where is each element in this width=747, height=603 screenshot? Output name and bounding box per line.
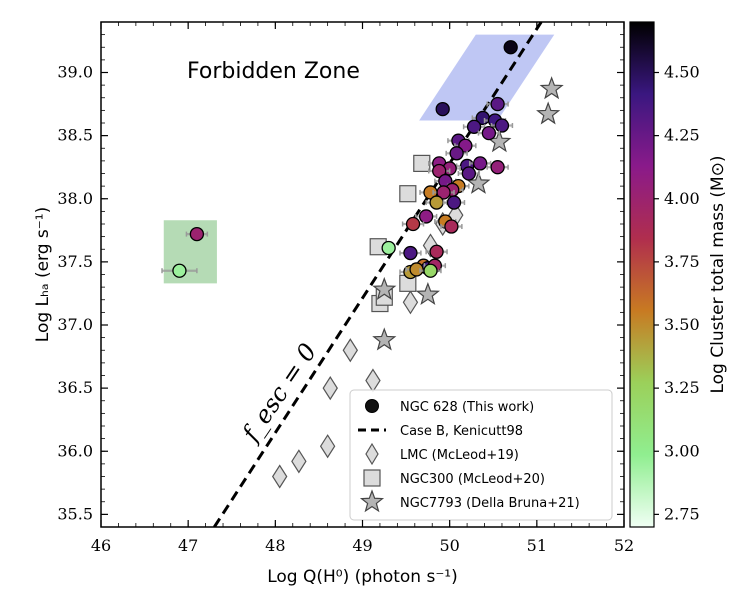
ngc628-point <box>418 209 434 224</box>
colorbar-tick-label: 4.00 <box>664 189 700 208</box>
ngc300-point <box>413 154 431 172</box>
x-tick-label: 50 <box>439 536 459 555</box>
ngc7793-point <box>372 276 397 300</box>
legend-marker-star <box>359 489 385 513</box>
ngc628-point <box>429 195 444 210</box>
legend-label: NGC 628 (This work) <box>400 400 534 415</box>
ngc628-point <box>423 263 438 278</box>
legend-marker-diamond <box>365 442 379 466</box>
ngc628-point <box>446 195 462 210</box>
ngc300-point <box>399 185 417 203</box>
y-tick-label: 38.0 <box>57 189 93 208</box>
legend-box <box>349 389 613 521</box>
x-axis-title: Log Q(H⁰) (photon s⁻¹) <box>267 567 458 587</box>
x-tick-label: 52 <box>614 536 634 555</box>
ngc7793-point <box>415 281 440 305</box>
legend: NGC 628 (This work) Case B, Kenicutt98 LMC… <box>349 389 613 521</box>
x-tick-label: 49 <box>352 536 372 555</box>
lmc-point <box>271 464 288 489</box>
ngc628-point <box>466 119 482 134</box>
y-tick-label: 38.5 <box>57 126 93 145</box>
x-tick-label: 46 <box>91 536 111 555</box>
ngc628-point <box>403 245 418 261</box>
colorbar-tick-label: 4.50 <box>664 63 700 82</box>
legend-marker-circle <box>365 399 379 413</box>
ngc628-point <box>436 185 451 200</box>
series-ngc7793-della-bruna-21 <box>372 76 564 351</box>
legend-label: NGC300 (McLeod+20) <box>400 472 545 487</box>
lmc-point <box>402 290 419 315</box>
legend-label: LMC (McLeod+19) <box>400 448 519 463</box>
ngc628-point <box>490 96 505 112</box>
x-tick-label: 51 <box>527 536 547 555</box>
ngc628-point <box>172 263 187 278</box>
colorbar-tick-label: 3.50 <box>664 315 700 334</box>
y-tick-label: 36.5 <box>57 378 93 397</box>
lmc-point <box>319 434 336 459</box>
colorbar-tick-label: 3.00 <box>664 441 700 460</box>
ngc628-point <box>444 219 459 234</box>
ngc628-point <box>409 262 424 277</box>
legend-label: Case B, Kenicutt98 <box>400 424 523 439</box>
ngc628-point <box>503 40 518 55</box>
colorbar: 2.75 3.00 3.25 3.50 3.75 4.00 4.25 4.50 Log Clus… <box>629 21 728 528</box>
lmc-point <box>342 338 359 363</box>
axes: 46 47 48 49 50 51 52 35.5 36.0 36.5 37.0 37.5 38.0 38… <box>33 21 634 587</box>
plot-area <box>161 22 564 527</box>
shaded-region-2 <box>163 220 217 284</box>
forbidden-zone-label: Forbidden Zone <box>187 59 360 84</box>
x-tick-label: 47 <box>178 536 198 555</box>
y-tick-label: 39.0 <box>57 63 93 82</box>
colorbar-label: Log Cluster total mass (M⊙) <box>708 155 728 393</box>
ngc7793-point <box>536 101 561 125</box>
colorbar-gradient <box>629 21 655 528</box>
series-ngc-628-this-work <box>161 40 518 280</box>
x-tick-label: 48 <box>265 536 285 555</box>
ngc7793-point <box>539 76 564 100</box>
ngc7793-point <box>372 327 397 351</box>
ngc628-point <box>405 216 421 232</box>
ngc628-point <box>435 101 450 117</box>
legend-label: NGC7793 (Della Bruna+21) <box>400 496 580 511</box>
y-tick-label: 37.5 <box>57 252 93 271</box>
ngc628-point <box>381 240 396 256</box>
fesc-label: f_esc = 0 <box>236 338 323 448</box>
ngc628-point <box>481 125 497 141</box>
legend-marker-square <box>363 469 381 487</box>
ngc628-point <box>461 166 476 181</box>
ngc628-point <box>449 146 464 161</box>
y-tick-label: 37.0 <box>57 315 93 334</box>
lmc-point <box>322 376 338 401</box>
colorbar-tick-label: 3.25 <box>664 378 700 397</box>
colorbar-tick-label: 3.75 <box>664 252 700 271</box>
lmc-point <box>365 368 381 393</box>
ngc628-point <box>494 118 510 133</box>
ngc628-point <box>473 156 488 171</box>
y-tick-label: 36.0 <box>57 441 93 460</box>
lmc-point <box>291 449 307 474</box>
series-ngc300-mcleod-20 <box>369 154 431 313</box>
colorbar-tick-label: 4.25 <box>664 126 700 145</box>
ngc628-point <box>429 244 444 259</box>
y-axis-title: Log Lₕₐ (erg s⁻¹) <box>33 207 53 342</box>
fesc-label-text: f_esc = 0 <box>236 338 323 448</box>
ngc628-point <box>189 226 205 242</box>
y-tick-label: 35.5 <box>57 504 93 523</box>
ngc628-point <box>490 160 505 175</box>
colorbar-tick-label: 2.75 <box>664 504 700 523</box>
